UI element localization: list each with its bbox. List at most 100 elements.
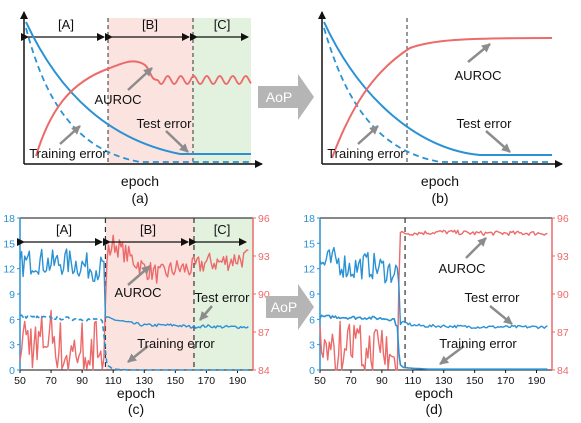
axes: 50 70 90 110 130 150 170 190 0 3 6 9 12 15 18 84 87 90 93 9…: [303, 213, 569, 387]
aop-arrow-bottom: AoP: [266, 284, 314, 330]
y-right-tick-label: 96: [557, 213, 569, 225]
region-a-label: [A]: [58, 17, 74, 32]
y-right-tick-label: 93: [557, 251, 569, 263]
panel-caption-a: (a): [131, 190, 148, 206]
training-error-pointer: [127, 345, 149, 363]
series-test-error: [25, 21, 251, 155]
region-b-label: [B]: [142, 17, 158, 32]
training-error-label: Training error: [327, 146, 405, 161]
aop-arrow-shape: [266, 284, 314, 330]
auroc-pointer: [127, 67, 153, 91]
test-error-pointer: [165, 130, 189, 153]
panel-c: 50 70 90 110 130 150 170 190 0 3 6 9 12 15 18 84 87 90 93 9…: [3, 213, 270, 417]
test-error-pointer: [489, 305, 513, 325]
y-right-tick-label: 87: [258, 327, 270, 339]
test-error-pointer: [199, 305, 213, 321]
series-test-error: [19, 248, 249, 329]
series-auroc: [331, 37, 553, 159]
aop-arrow-shape: [258, 74, 314, 120]
series-training-error: [25, 27, 251, 163]
panel-d: 50 70 90 110 130 150 170 190 0 3 6 9 12 15 18 84 87 90 93 9…: [303, 213, 569, 417]
auroc-pointer: [467, 43, 491, 63]
x-tick-label: 170: [497, 375, 515, 387]
test-error-label: Test error: [137, 116, 193, 131]
y-left-tick-label: 15: [3, 238, 15, 250]
x-tick-label: 110: [105, 375, 122, 387]
x-tick-label: 150: [466, 375, 484, 387]
y-right-tick-label: 90: [258, 289, 270, 301]
x-axis-title: epoch: [415, 385, 453, 401]
aop-arrow-top: AoP: [258, 74, 314, 120]
y-left-tick-label: 3: [309, 340, 315, 352]
series-training-error: [323, 27, 552, 163]
y-left-tick-label: 15: [303, 238, 315, 250]
y-right-tick-label: 96: [258, 213, 270, 225]
series-group: [319, 229, 548, 371]
y-left-tick-label: 9: [9, 289, 15, 301]
panel-caption-c: (c): [128, 401, 144, 417]
auroc-label: AUROC: [115, 285, 162, 300]
y-left-tick-label: 3: [9, 340, 15, 352]
y-right-tick-label: 84: [557, 365, 569, 377]
region-c-bg: [193, 18, 251, 164]
y-left-tick-label: 0: [309, 365, 315, 377]
auroc-label: AUROC: [95, 92, 142, 107]
series-group: [19, 234, 249, 371]
axes: 50 70 90 110 130 150 170 190 0 3 6 9 12 15 18 84 87 90 93 9…: [3, 213, 270, 387]
x-axis-title: epoch: [121, 173, 159, 189]
aop-label: AoP: [266, 89, 292, 105]
series-test-error: [319, 246, 548, 330]
auroc-label: AUROC: [439, 261, 486, 276]
y-left-tick-label: 18: [3, 213, 15, 225]
x-tick-label: 50: [314, 375, 326, 387]
series-auroc: [319, 229, 548, 371]
training-error-pointer: [357, 125, 379, 145]
training-error-pointer: [439, 345, 465, 365]
y-left-tick-label: 12: [3, 264, 15, 276]
y-left-tick-label: 12: [303, 264, 315, 276]
panel-a: [A] [B] [C] AUROC Test error Training er…: [20, 11, 263, 206]
series-auroc-wavy: [157, 75, 252, 85]
x-axis-title: epoch: [117, 385, 155, 401]
x-tick-label: 130: [136, 375, 154, 387]
panel-caption-d: (d): [425, 401, 442, 417]
auroc-label: AUROC: [455, 68, 502, 83]
series-auroc: [19, 234, 249, 371]
x-tick-label: 190: [229, 375, 247, 387]
x-tick-label: 70: [345, 375, 357, 387]
region-c-label: [C]: [214, 17, 231, 32]
x-tick-label: 190: [528, 375, 546, 387]
region-b-label: [B]: [140, 222, 156, 237]
x-tick-label: 90: [376, 375, 388, 387]
y-left-tick-label: 6: [9, 314, 15, 326]
y-right-tick-label: 90: [557, 289, 569, 301]
x-axis-title: epoch: [421, 173, 459, 189]
test-error-label: Test error: [457, 116, 513, 131]
auroc-pointer: [127, 265, 151, 286]
training-error-pointer: [59, 125, 81, 145]
series-test-error: [323, 21, 552, 156]
x-tick-label: 50: [14, 375, 26, 387]
region-c-label: [C]: [214, 222, 231, 237]
test-error-label: Test error: [465, 290, 521, 305]
series-training-error: [19, 314, 249, 371]
x-tick-label: 150: [167, 375, 185, 387]
y-right-tick-label: 93: [258, 251, 270, 263]
panel-b: AUROC Test error Training error epoch (b…: [318, 11, 563, 206]
region-a-label: [A]: [56, 222, 72, 237]
y-left-tick-label: 0: [9, 365, 15, 377]
aop-label: AoP: [271, 299, 297, 315]
x-tick-label: 170: [198, 375, 216, 387]
training-error-label: Training error: [137, 336, 215, 351]
x-tick-label: 130: [435, 375, 453, 387]
region-b-bg: [108, 18, 193, 164]
x-tick-label: 110: [404, 375, 421, 387]
series-training-error: [319, 314, 548, 371]
y-left-tick-label: 6: [309, 314, 315, 326]
y-left-tick-label: 9: [309, 289, 315, 301]
y-right-tick-label: 87: [557, 327, 569, 339]
training-error-label: Training error: [29, 146, 107, 161]
y-right-tick-label: 84: [258, 365, 270, 377]
training-error-label: Training error: [439, 336, 517, 351]
